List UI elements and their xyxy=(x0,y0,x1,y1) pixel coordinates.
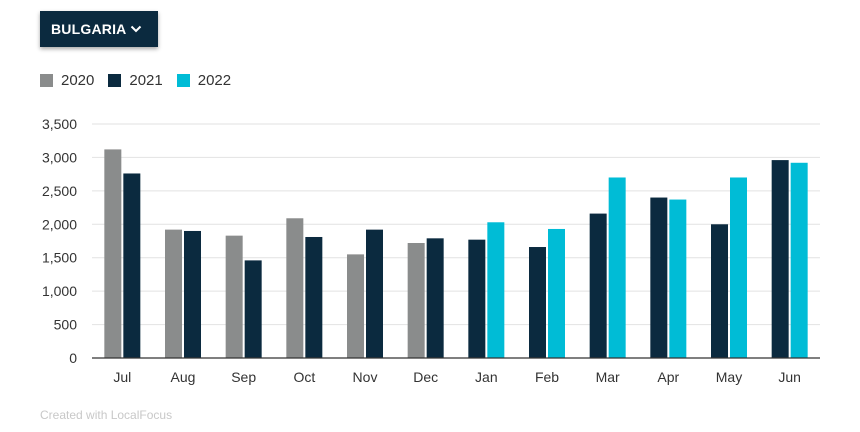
country-dropdown-label: BULGARIA xyxy=(51,21,127,37)
bar-2022-feb xyxy=(548,228,565,358)
legend-swatch-2022 xyxy=(176,74,190,87)
y-tick-label: 3,000 xyxy=(42,149,77,165)
bar-2020-dec xyxy=(407,243,425,358)
bar-2020-nov xyxy=(347,254,364,358)
x-tick-label: Sep xyxy=(231,369,256,385)
bar-2021-may xyxy=(711,224,728,358)
bar-2020-sep xyxy=(225,235,243,358)
x-tick-label: Apr xyxy=(657,369,679,385)
legend-label-2021: 2021 xyxy=(129,72,163,89)
x-tick-label: Nov xyxy=(353,369,378,385)
bar-2021-mar xyxy=(589,213,607,358)
legend-item-2021[interactable]: 2021 xyxy=(108,72,163,89)
x-tick-label: Jun xyxy=(778,369,801,385)
y-tick-label: 500 xyxy=(54,317,78,333)
bar-2021-jul xyxy=(123,173,141,358)
bar-2021-jan xyxy=(468,239,486,358)
country-dropdown[interactable]: BULGARIA xyxy=(40,11,158,47)
x-tick-label: Jan xyxy=(475,369,498,385)
x-tick-label: Mar xyxy=(596,369,620,385)
y-tick-label: 0 xyxy=(69,350,77,366)
x-tick-label: Dec xyxy=(413,369,438,385)
y-tick-label: 1,000 xyxy=(42,283,77,299)
x-tick-label: May xyxy=(716,369,742,385)
bar-2022-jun xyxy=(790,162,808,358)
x-tick-label: Feb xyxy=(535,369,559,385)
legend-label-2020: 2020 xyxy=(61,72,95,89)
legend-item-2020[interactable]: 2020 xyxy=(40,72,94,89)
bar-2021-apr xyxy=(650,197,668,358)
bar-2020-jul xyxy=(104,149,122,358)
credit-text: Created with LocalFocus xyxy=(40,408,173,422)
x-tick-label: Aug xyxy=(171,369,196,385)
bar-2022-may xyxy=(730,177,747,358)
bar-2021-oct xyxy=(305,236,323,358)
chevron-down-icon xyxy=(130,25,142,33)
y-tick-label: 2,500 xyxy=(42,183,77,199)
bar-2021-sep xyxy=(244,260,262,358)
bar-2021-nov xyxy=(366,229,383,358)
y-tick-label: 1,500 xyxy=(42,250,77,266)
legend-label-2022: 2022 xyxy=(197,72,232,89)
legend: 2020 2021 2022 xyxy=(40,72,245,89)
y-tick-label: 3,500 xyxy=(42,116,77,132)
bar-2022-jan xyxy=(487,222,505,358)
bar-2020-oct xyxy=(286,218,304,358)
x-tick-label: Jul xyxy=(113,369,131,385)
legend-item-2022[interactable]: 2022 xyxy=(176,72,232,89)
y-tick-label: 2,000 xyxy=(42,216,77,232)
legend-swatch-2020 xyxy=(40,74,53,87)
bar-2022-apr xyxy=(669,199,687,358)
bar-2021-dec xyxy=(426,238,444,358)
x-tick-label: Oct xyxy=(293,369,315,385)
bar-2021-aug xyxy=(184,230,201,358)
bar-2021-feb xyxy=(529,247,546,358)
bar-2020-aug xyxy=(165,229,182,358)
legend-swatch-2021 xyxy=(108,74,122,87)
bar-2021-jun xyxy=(771,160,789,358)
bar-2022-mar xyxy=(608,177,626,358)
